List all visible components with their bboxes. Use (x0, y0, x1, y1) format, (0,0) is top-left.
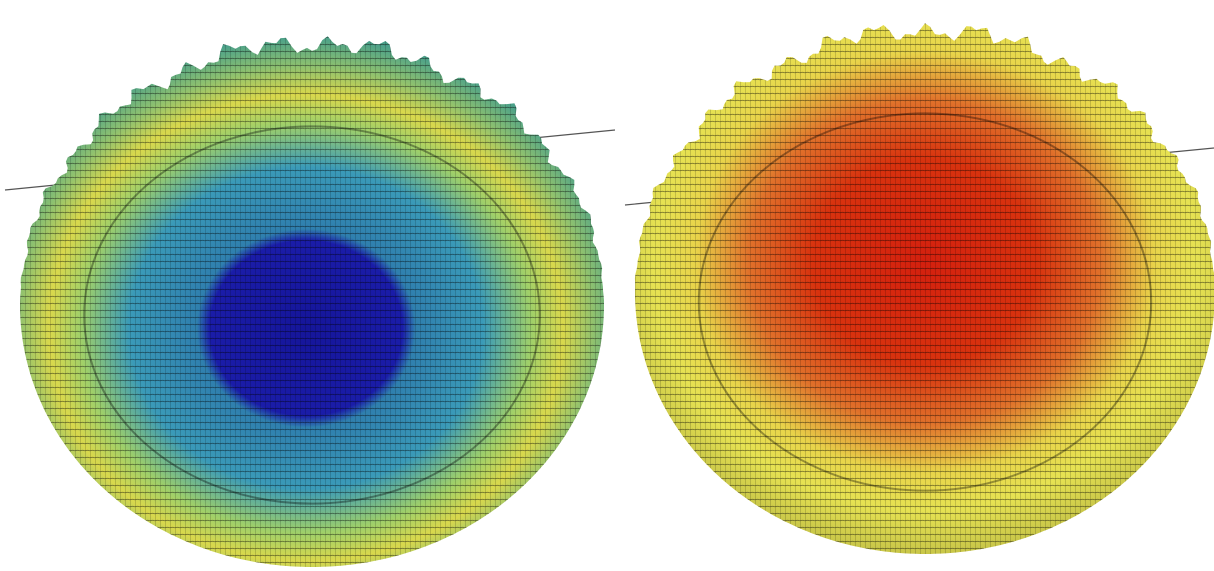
page: (() => { const data = JSON.parse(documen… (0, 0, 1214, 571)
surface-mesh (20, 36, 604, 567)
surface-mesh (635, 23, 1214, 554)
surface-plots (0, 0, 1214, 571)
